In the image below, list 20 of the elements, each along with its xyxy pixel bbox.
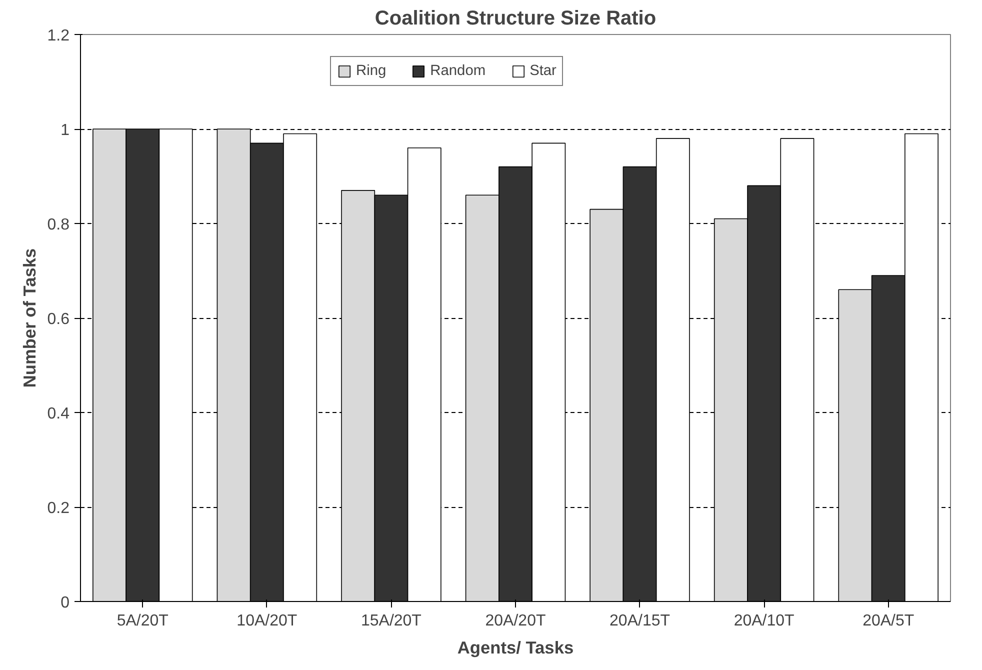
y-tick-label: 1 — [60, 122, 70, 139]
x-tick-label: 20A/20T — [485, 612, 546, 630]
x-tick-label: 15A/20T — [360, 612, 422, 630]
legend-label: Star — [530, 63, 556, 79]
y-tick-label: 0.8 — [47, 216, 70, 234]
x-tick-label: 20A/15T — [610, 612, 670, 630]
chart-title: Coalition Structure Size Ratio — [374, 8, 656, 30]
x-axis-title: Agents/ Tasks — [457, 638, 574, 658]
legend-label: Random — [430, 63, 486, 79]
x-tick-label: 20A/5T — [862, 612, 914, 630]
x-tick-label: 5A/20T — [116, 612, 169, 630]
y-tick-label: 0.4 — [47, 406, 70, 422]
y-tick-label: 0.2 — [47, 500, 70, 517]
y-tick-label: 0 — [60, 594, 70, 612]
legend-label: Ring — [356, 63, 386, 79]
y-tick-label: 0.6 — [47, 311, 70, 328]
x-tick-label: 20A/10T — [734, 612, 795, 630]
y-axis-title: Number of Tasks — [19, 248, 40, 388]
x-tick-label: 10A/20T — [236, 612, 298, 630]
y-tick-label: 1.2 — [47, 28, 70, 44]
